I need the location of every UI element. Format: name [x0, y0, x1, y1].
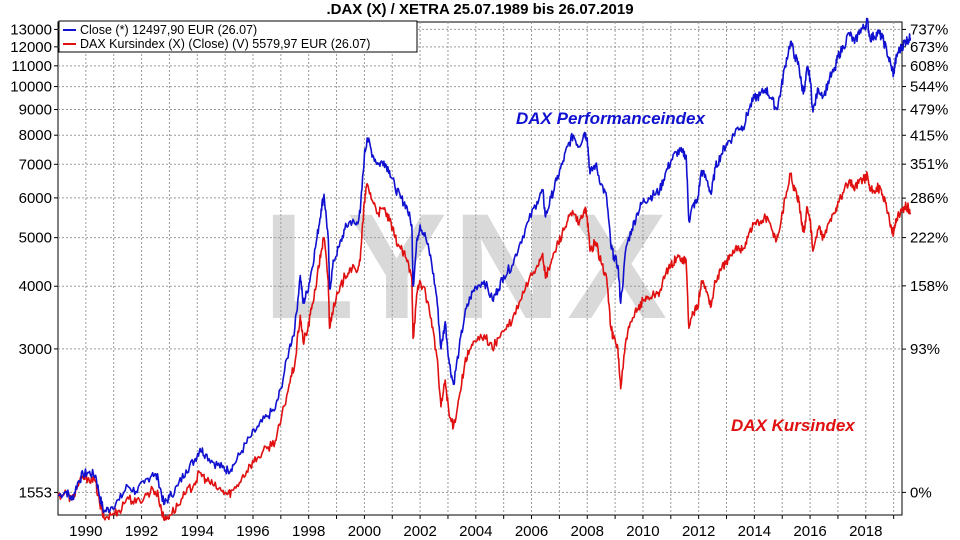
y-right-tick-label-7: 479% — [910, 102, 948, 119]
y-right-tick-label-3: 222% — [910, 230, 948, 247]
y-right-tick-label-2: 158% — [910, 278, 948, 295]
x-tick-label-10: 2010 — [626, 523, 659, 540]
y-tick-label-5: 7000 — [19, 156, 52, 173]
x-tick-label-4: 1998 — [292, 523, 325, 540]
y-tick-label-8: 10000 — [10, 79, 52, 96]
series-line-1 — [57, 171, 912, 522]
x-tick-label-8: 2006 — [515, 523, 548, 540]
series-line-0 — [57, 17, 912, 514]
x-tick-label-6: 2002 — [403, 523, 436, 540]
series-layer — [57, 17, 912, 522]
grid-lines — [58, 22, 902, 515]
annotation-performance: DAX Performanceindex — [516, 109, 706, 128]
legend-close: Close (*) 12497,90 EUR (26.07) — [80, 23, 257, 37]
x-tick-label-12: 2014 — [738, 523, 771, 540]
chart-title: .DAX (X) / XETRA 25.07.1989 bis 26.07.20… — [326, 1, 633, 18]
y-right-tick-label-6: 415% — [910, 127, 948, 144]
y-tick-label-9: 11000 — [11, 58, 52, 75]
annotation-kurs-label: DAX Kursindex — [731, 416, 856, 435]
y-right-tick-label-0: 0% — [910, 484, 932, 501]
x-tick-label-5: 2000 — [348, 523, 381, 540]
x-tick-label-7: 2004 — [459, 523, 492, 540]
y-tick-label-6: 8000 — [19, 127, 52, 144]
legend-kursindex: DAX Kursindex (X) (Close) (V) 5579,97 EU… — [80, 37, 370, 51]
y-right-tick-label-9: 608% — [910, 58, 948, 75]
x-tick-label-9: 2008 — [571, 523, 604, 540]
plot-area — [57, 21, 903, 516]
y-tick-label-4: 6000 — [19, 190, 52, 207]
y-tick-label-10: 12000 — [10, 39, 52, 56]
y-tick-label-0: 1553 — [19, 484, 52, 501]
y-right-tick-label-8: 544% — [910, 79, 948, 96]
x-axis: 1990 1992 1994 1996 1998 2000 2002 2004 2006 2008… — [69, 515, 895, 540]
x-tick-label-1: 1992 — [125, 523, 158, 540]
x-tick-label-14: 2018 — [849, 523, 882, 540]
y-tick-label-2: 4000 — [19, 278, 52, 295]
y-right-tick-label-1: 93% — [910, 341, 940, 358]
x-tick-label-13: 2016 — [793, 523, 826, 540]
y-right-tick-label-10: 673% — [910, 39, 948, 56]
y-right-tick-label-4: 286% — [910, 190, 948, 207]
legend-box — [58, 20, 418, 53]
legend: Close (*) 12497,90 EUR (26.07) DAX Kursi… — [58, 20, 418, 53]
y-tick-label-3: 5000 — [19, 230, 52, 247]
y-tick-label-11: 13000 — [10, 21, 52, 38]
x-tick-label-11: 2012 — [682, 523, 715, 540]
annotation-kurs: DAX Kursindex — [731, 416, 856, 435]
x-tick-label-3: 1996 — [236, 523, 269, 540]
x-tick-label-0: 1990 — [69, 523, 102, 540]
x-tick-label-2: 1994 — [181, 523, 214, 540]
y-axis-left: 1553 3000 4000 5000 6000 7000 8000 9000 10000 110… — [10, 21, 58, 501]
y-tick-label-7: 9000 — [19, 102, 52, 119]
annotation-performance-label: DAX Performanceindex — [516, 109, 706, 128]
y-tick-label-1: 3000 — [19, 341, 52, 358]
y-axis-right: 0% 93% 158% 222% 286% 351% 415% 479% 544% 608% 673… — [902, 21, 948, 501]
y-right-tick-label-5: 351% — [910, 156, 948, 173]
y-right-tick-label-11: 737% — [910, 21, 948, 38]
